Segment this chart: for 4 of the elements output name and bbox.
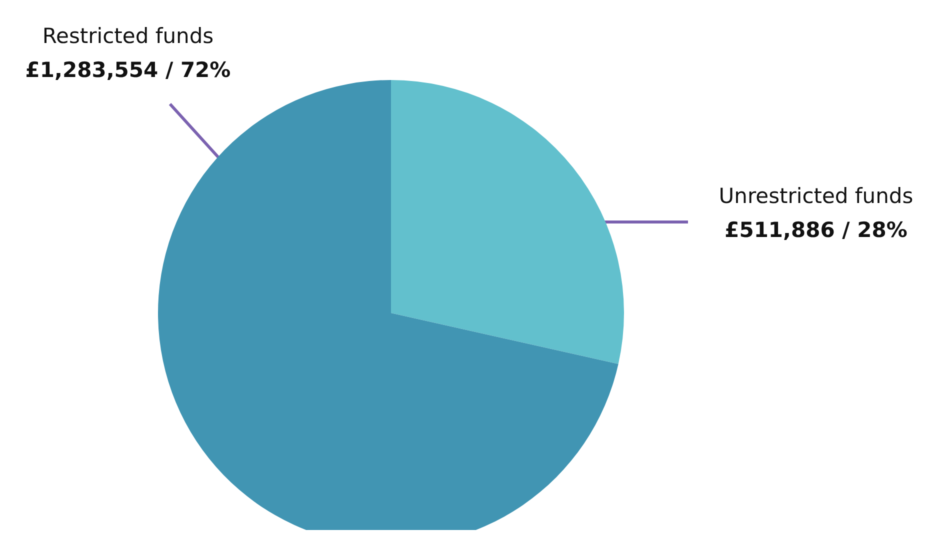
- data-label: £1,283,554 / 72%: [25, 58, 231, 82]
- slice-label: Unrestricted funds: [718, 184, 914, 208]
- data-label: £511,886 / 28%: [724, 218, 908, 242]
- slice-label: Restricted funds: [42, 24, 214, 48]
